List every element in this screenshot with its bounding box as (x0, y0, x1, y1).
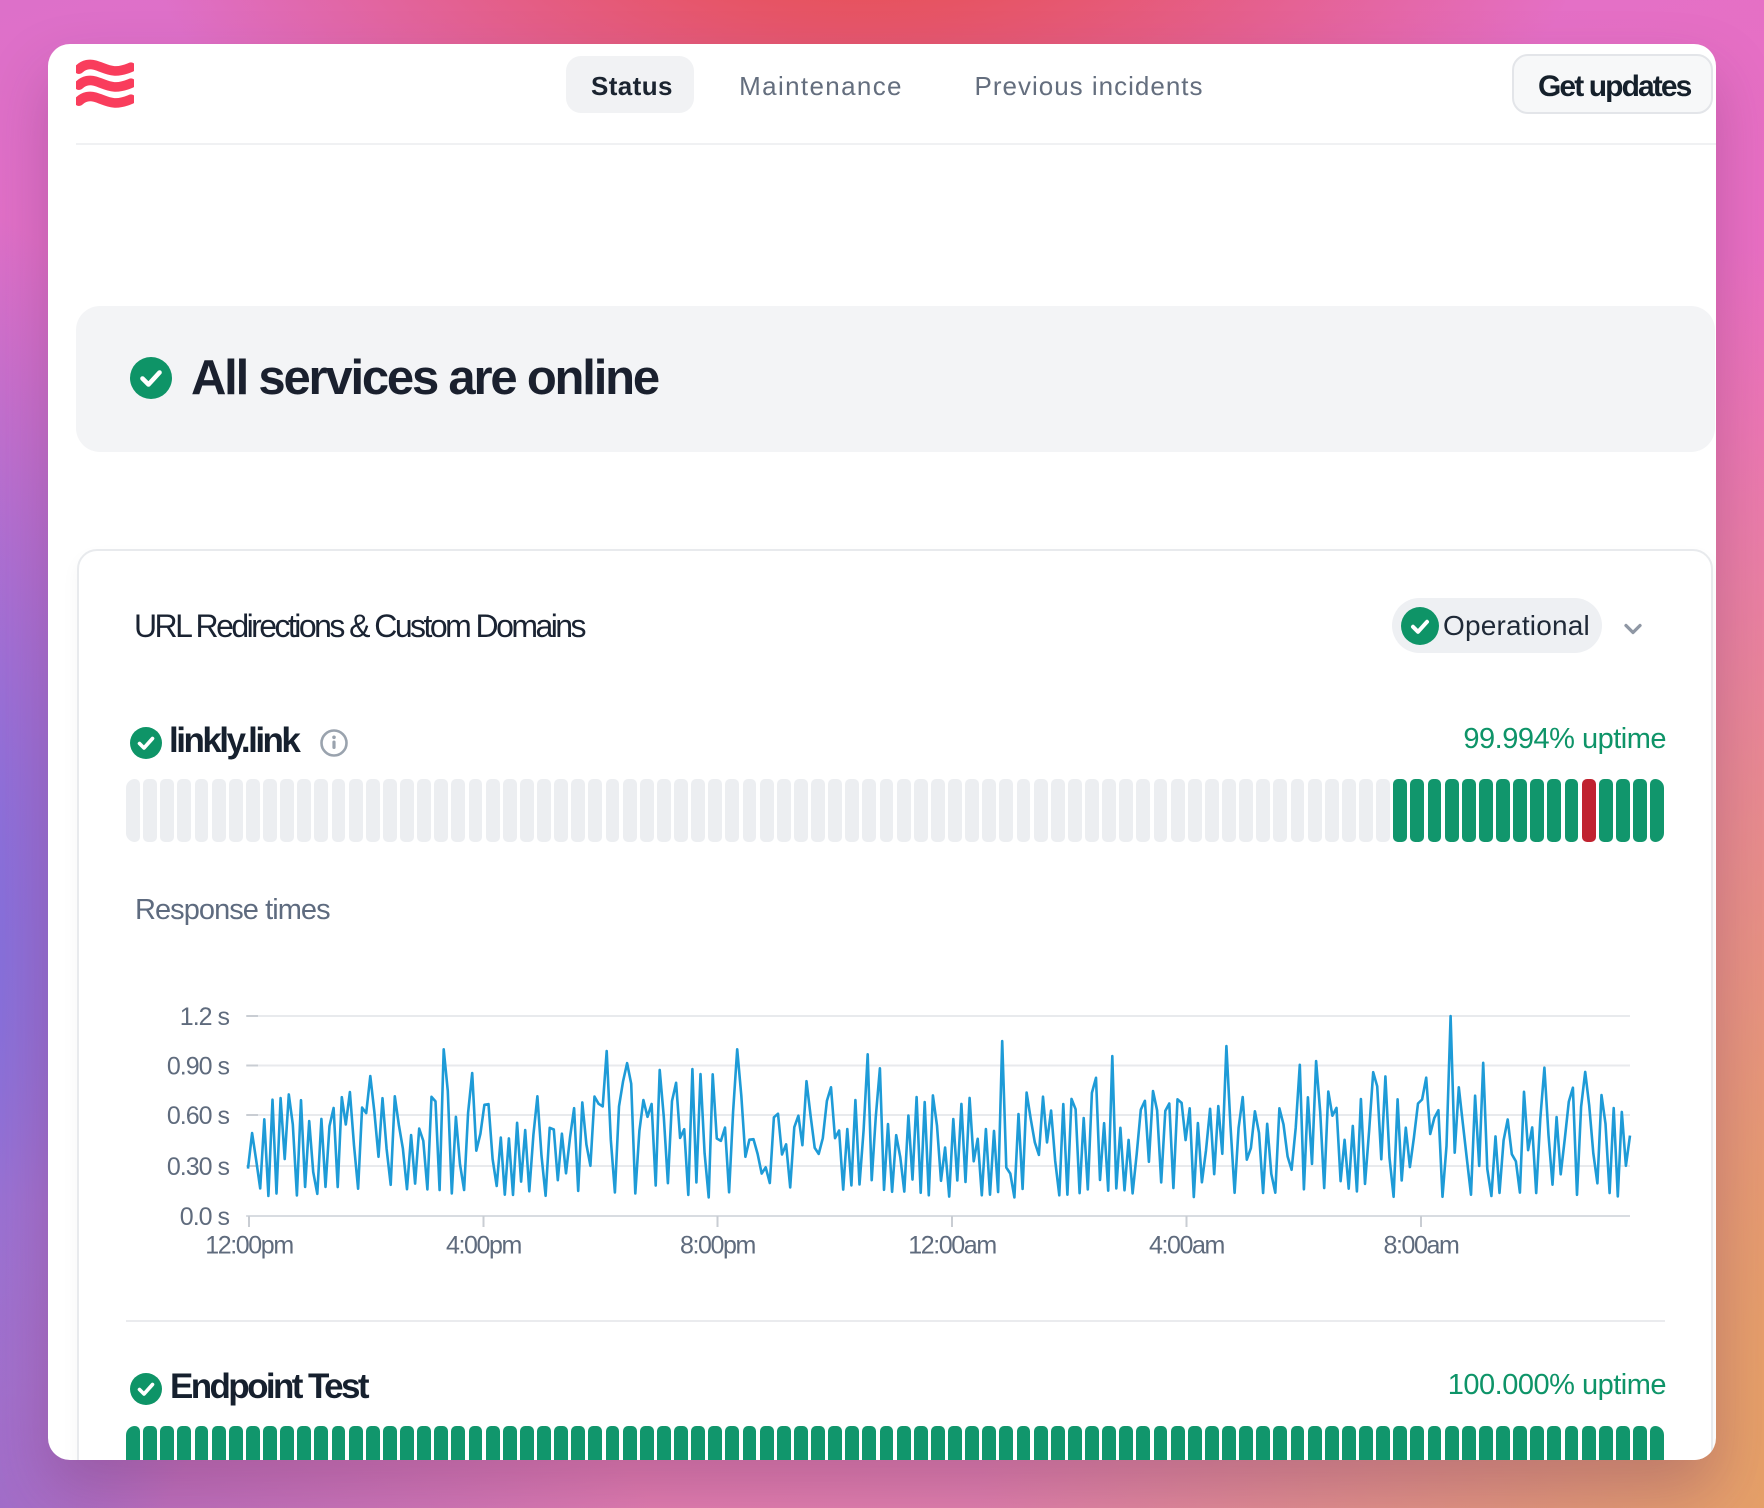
svg-text:1.2 s: 1.2 s (180, 1003, 230, 1031)
svg-text:4:00pm: 4:00pm (446, 1231, 522, 1259)
svg-text:0.30 s: 0.30 s (167, 1153, 230, 1181)
svg-text:8:00pm: 8:00pm (680, 1231, 756, 1259)
svg-text:4:00am: 4:00am (1149, 1231, 1225, 1259)
svg-text:0.0 s: 0.0 s (180, 1203, 230, 1231)
svg-text:8:00am: 8:00am (1384, 1231, 1460, 1259)
svg-text:0.60 s: 0.60 s (167, 1102, 230, 1130)
svg-text:12:00am: 12:00am (908, 1231, 996, 1259)
svg-text:0.90 s: 0.90 s (167, 1053, 230, 1081)
svg-text:12:00pm: 12:00pm (205, 1231, 293, 1259)
